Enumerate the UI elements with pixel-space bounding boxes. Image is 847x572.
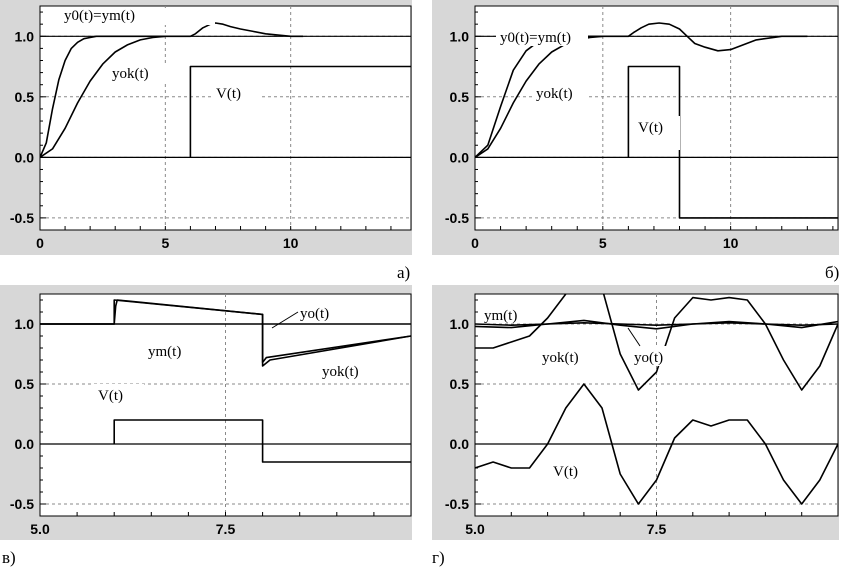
curve-label: yok(t) xyxy=(112,66,149,82)
y-tick-label: 0.0 xyxy=(450,436,470,452)
x-tick-label: 10 xyxy=(283,235,299,251)
chart-panel-3: 1.0 0.5 0.0 -0.5 5.0 7.5 ym(t) yo(t) yok(t) V(t) xyxy=(0,285,412,540)
x-tick-label: 5.0 xyxy=(465,521,485,537)
panel-label-c: в) xyxy=(2,548,16,567)
curve-label: y0(t)=ym(t) xyxy=(64,8,135,24)
series-line-yok-t xyxy=(40,299,411,364)
label-backdrop xyxy=(94,384,144,406)
y-tick-label: 0.5 xyxy=(450,89,470,105)
curve-label: ym(t) xyxy=(148,344,181,360)
label-backdrop xyxy=(634,116,680,150)
curve-label: yok(t) xyxy=(322,364,359,380)
chart-panel-2: 1.0 0.5 0.0 -0.50 5 10 y0(t)=ym(t) yok(t) V(t) xyxy=(432,0,839,255)
label-backdrop xyxy=(296,303,350,321)
panel-label-b: б) xyxy=(825,263,840,282)
series-line-v-t xyxy=(627,65,838,219)
label-backdrop xyxy=(538,345,600,367)
x-tick-label: 7.5 xyxy=(216,521,236,537)
y-tick-label: 0.0 xyxy=(15,436,35,452)
curve-label: ym(t) xyxy=(484,308,517,324)
curve-label: V(t) xyxy=(216,86,241,102)
x-tick-label: 7.5 xyxy=(647,521,667,537)
label-backdrop xyxy=(630,346,680,366)
label-backdrop xyxy=(482,305,530,323)
y-tick-label: 0.0 xyxy=(15,149,35,165)
y-tick-label: 1.0 xyxy=(15,316,35,332)
y-tick-label: -0.5 xyxy=(445,210,469,226)
x-tick-label: 0 xyxy=(36,235,44,251)
y-tick-label: 1.0 xyxy=(450,316,470,332)
leader-line xyxy=(627,327,641,347)
x-tick-label: 0 xyxy=(471,235,479,251)
chart-panel-1: 1.0 0.5 0.0 -0.50 5 10 y0(t)=ym(t) yok(t) V(t) xyxy=(0,0,412,255)
series-line-v-t xyxy=(189,65,411,158)
label-backdrop xyxy=(108,64,166,84)
x-tick-label: 10 xyxy=(723,235,739,251)
curve-label: yok(t) xyxy=(536,86,573,102)
curve-label: yo(t) xyxy=(300,306,329,322)
curve-label: y0(t)=ym(t) xyxy=(500,30,571,46)
series-group xyxy=(40,299,411,463)
y-tick-label: 0.0 xyxy=(450,149,470,165)
x-tick-label: 5 xyxy=(599,235,607,251)
chart-panel-4: 1.0 0.5 0.0 -0.5 5.0 7.5 ym(t) yok(t) yo(t) V(t) xyxy=(432,285,839,540)
label-backdrop xyxy=(532,84,586,104)
curve-label: V(t) xyxy=(98,388,123,404)
y-tick-label: 1.0 xyxy=(15,28,35,44)
label-backdrop xyxy=(212,84,260,124)
x-tick-label: 5 xyxy=(161,235,169,251)
series-line-ym-t xyxy=(475,321,838,327)
series-group xyxy=(40,22,411,159)
panel-label-d: г) xyxy=(432,548,445,567)
y-tick-label: 1.0 xyxy=(450,28,470,44)
curve-label: yok(t) xyxy=(542,350,579,366)
series-line-yok-t xyxy=(475,294,838,391)
curve-label: V(t) xyxy=(638,120,663,136)
series-group xyxy=(475,294,838,505)
label-backdrop xyxy=(318,360,388,382)
curve-label: V(t) xyxy=(553,464,578,480)
series-line-y0-t-ym-t xyxy=(475,22,808,158)
y-tick-label: 0.5 xyxy=(15,376,35,392)
label-backdrop xyxy=(549,458,599,480)
x-tick-label: 5.0 xyxy=(30,521,50,537)
y-tick-label: -0.5 xyxy=(10,210,34,226)
series-line-v-t xyxy=(475,383,838,505)
label-backdrop xyxy=(60,8,215,25)
y-tick-label: 0.5 xyxy=(450,376,470,392)
label-backdrop xyxy=(144,338,202,360)
series-line-yok-t xyxy=(40,35,166,159)
leader-line xyxy=(271,311,299,329)
y-tick-label: 0.5 xyxy=(15,89,35,105)
series-line-v-t xyxy=(113,419,411,463)
y-tick-label: -0.5 xyxy=(445,496,469,512)
y-tick-label: -0.5 xyxy=(10,496,34,512)
curve-label: yo(t) xyxy=(634,350,663,366)
label-backdrop xyxy=(496,28,588,46)
panel-label-a: а) xyxy=(397,263,411,282)
